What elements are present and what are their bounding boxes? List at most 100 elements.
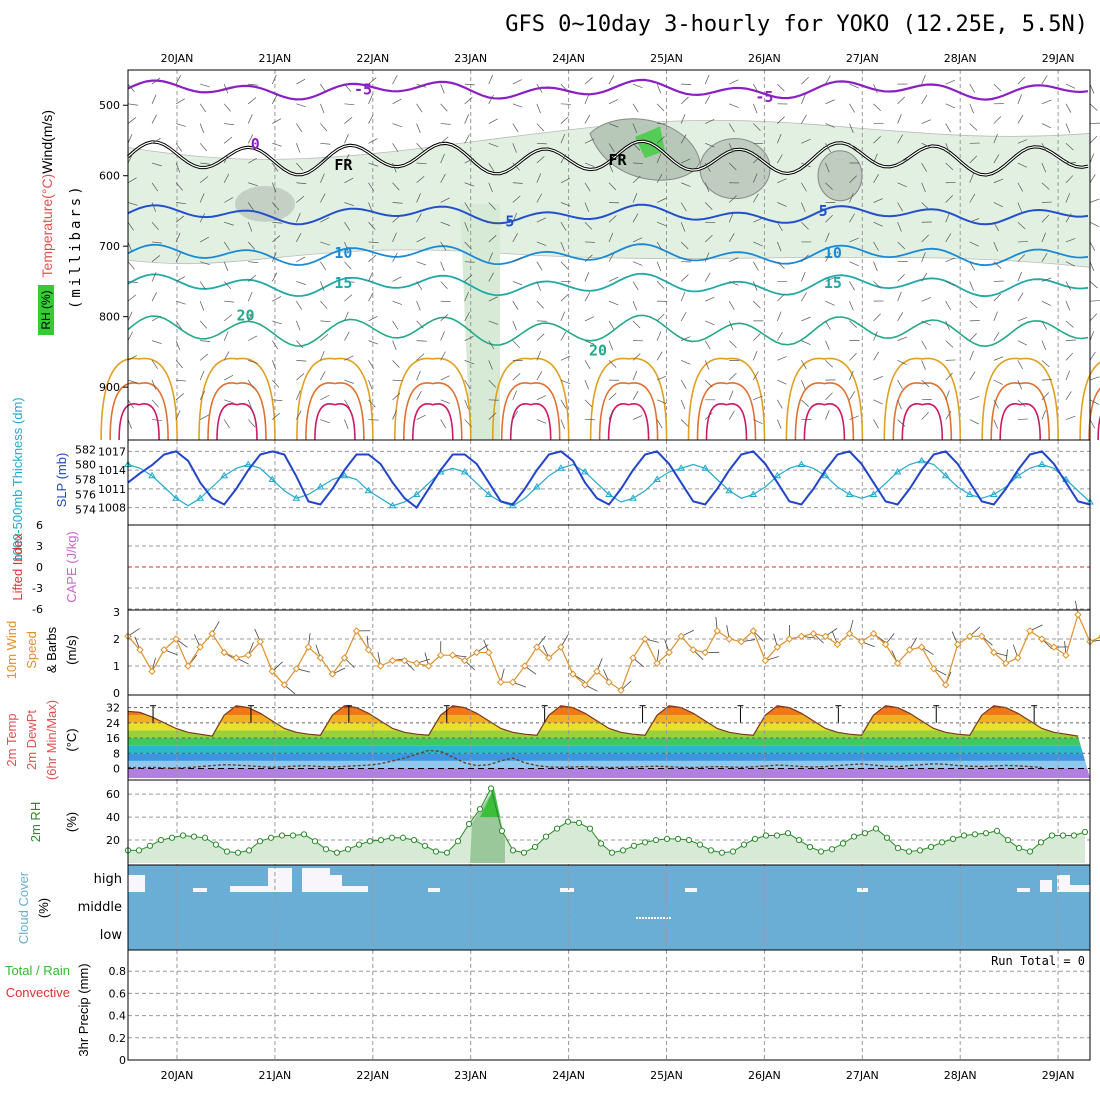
day-label-bottom: 26JAN <box>748 1069 781 1082</box>
wind-barb <box>656 221 667 227</box>
wind-barb <box>223 281 232 290</box>
wind10-point <box>1002 659 1010 668</box>
wind10-point <box>581 681 589 689</box>
wind-barb <box>897 222 902 232</box>
wind-barb <box>873 136 881 144</box>
rh-point <box>223 848 231 855</box>
wind-barb <box>488 202 496 211</box>
wind-barb <box>320 103 325 114</box>
rh-point <box>267 834 275 841</box>
wind-barb <box>1089 376 1100 381</box>
wind-barb <box>897 399 902 410</box>
wind10-point <box>1062 651 1070 659</box>
wind-barb <box>368 94 373 104</box>
wind-barb <box>536 193 543 203</box>
wind-barb <box>993 293 1001 302</box>
wind-barb <box>777 311 782 322</box>
wind-barb <box>1041 340 1047 350</box>
freezing-level-inner <box>127 140 1089 176</box>
wind-barb <box>440 241 447 251</box>
wind-barb <box>488 340 495 350</box>
wind10-point <box>316 654 325 662</box>
wind-barb <box>849 415 859 420</box>
warm-isotherm-arc <box>216 402 258 441</box>
wind-barb <box>945 300 951 311</box>
wind-barb <box>1017 221 1026 230</box>
cloud-gap <box>342 886 368 892</box>
wind-barb <box>368 202 373 212</box>
wind-barb <box>224 399 234 404</box>
wind-barb <box>849 301 854 311</box>
wind-barb <box>1041 162 1047 173</box>
wind-barb <box>1017 202 1023 212</box>
wind-barb <box>464 222 469 232</box>
wind-barb <box>368 138 378 144</box>
pressure-tick-label: 500 <box>99 99 120 112</box>
wind-barb <box>224 221 234 226</box>
rh-point <box>289 832 297 839</box>
wind-barb <box>416 143 424 151</box>
wind-barb <box>1089 241 1096 251</box>
t2-tick-label: 0 <box>113 762 120 775</box>
wind-barb <box>897 241 906 250</box>
day-label-top: 22JAN <box>356 52 389 65</box>
wind-barb <box>200 83 210 88</box>
warm-isotherm-arc <box>687 357 766 441</box>
wind-barb <box>320 156 329 164</box>
lifted-cape-panel <box>127 524 1091 611</box>
thickness-point <box>364 486 373 494</box>
wind-barb <box>945 281 955 287</box>
temp-band <box>128 768 1090 778</box>
wind-barb <box>200 162 211 165</box>
temp-band <box>128 760 1090 769</box>
lifted-tick-label: -6 <box>32 603 43 616</box>
wind-barb <box>223 173 230 183</box>
wind-barb <box>849 83 859 89</box>
wind-barb <box>271 272 278 282</box>
wind-barb <box>127 177 137 184</box>
wind-barb <box>1017 94 1022 104</box>
wind-barb <box>536 419 547 424</box>
wind-barb <box>344 103 355 106</box>
rh-point <box>608 849 616 856</box>
rh-area-peak <box>480 788 500 818</box>
warm-isotherm-arc <box>118 402 160 441</box>
wind-barb <box>560 202 571 207</box>
wind-barb <box>752 103 758 114</box>
thickness-point <box>316 483 325 490</box>
cloud-gap <box>428 888 440 892</box>
rh-line <box>128 787 1086 854</box>
wind10-point <box>460 656 469 665</box>
wind-barb <box>512 320 517 331</box>
wind-barb <box>464 158 474 164</box>
wind-barb <box>320 193 326 203</box>
wind-barb <box>729 79 739 85</box>
wind-barb <box>728 123 735 133</box>
wind-barb <box>536 300 545 309</box>
wind-barb <box>1041 392 1049 401</box>
wind-barb <box>704 202 713 210</box>
contour-label: 10 <box>824 244 842 262</box>
wind-barb <box>1017 418 1028 420</box>
thickness-point <box>484 490 493 497</box>
wind-barb <box>921 95 928 105</box>
wind-barb <box>921 142 931 148</box>
wind-barb <box>440 83 445 94</box>
t2-tick-label: 24 <box>106 717 120 730</box>
wind-barb <box>753 155 761 164</box>
precip-total-label: Total / Rain <box>5 963 70 978</box>
wind-barb <box>680 419 689 427</box>
wind10-point <box>689 646 697 654</box>
rh-point <box>135 847 143 854</box>
wind-barb <box>728 233 735 243</box>
wind-barb <box>1041 123 1052 129</box>
wind-barb <box>945 79 956 85</box>
wind-barb <box>272 118 282 124</box>
rh-point <box>509 847 517 854</box>
wind-barb <box>368 77 377 85</box>
contour-label: 20 <box>589 341 607 359</box>
day-label-bottom: 28JAN <box>944 1069 977 1082</box>
wind-barb <box>608 232 614 243</box>
wind-barb <box>945 143 950 153</box>
wind-barb <box>945 320 950 331</box>
